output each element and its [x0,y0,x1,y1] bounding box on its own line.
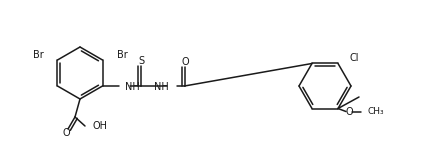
Text: Cl: Cl [349,54,358,64]
Text: NH: NH [154,82,169,92]
Text: Br: Br [33,50,43,60]
Text: NH: NH [125,82,140,92]
Text: OH: OH [92,121,108,131]
Text: S: S [138,55,144,66]
Text: CH₃: CH₃ [368,107,385,116]
Text: O: O [62,128,70,139]
Text: O: O [181,57,189,67]
Text: Br: Br [116,50,127,60]
Text: O: O [346,106,353,116]
